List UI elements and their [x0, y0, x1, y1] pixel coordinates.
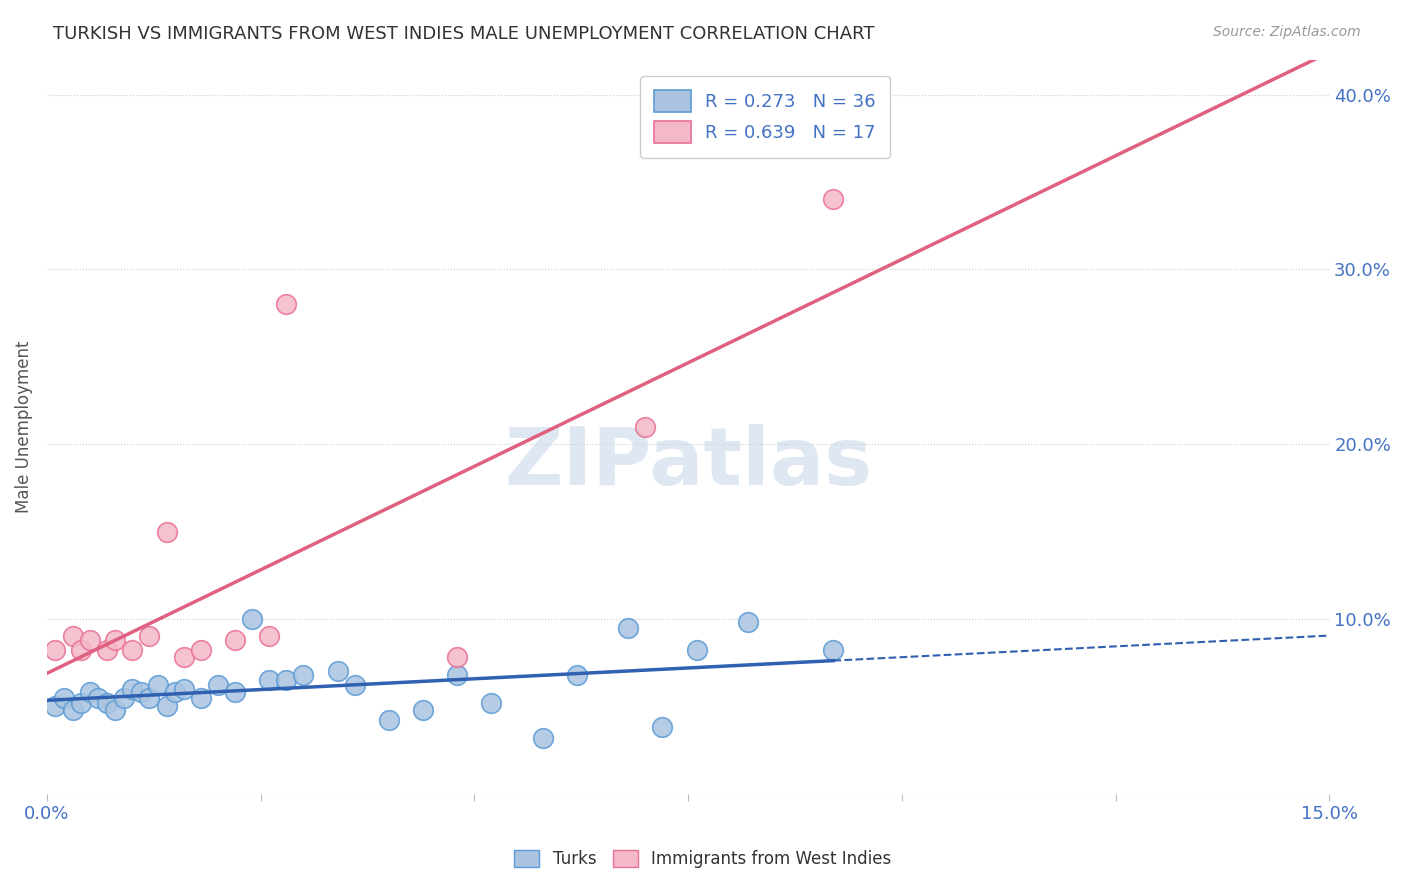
- Legend: Turks, Immigrants from West Indies: Turks, Immigrants from West Indies: [508, 843, 898, 875]
- Point: [112, 690, 135, 705]
- Point: [53, 690, 76, 705]
- Point: [79, 685, 101, 699]
- Point: [173, 650, 195, 665]
- Point: [62, 703, 84, 717]
- Point: [617, 621, 640, 635]
- Point: [240, 612, 263, 626]
- Point: [70, 643, 93, 657]
- Point: [651, 720, 673, 734]
- Point: [737, 615, 759, 630]
- Point: [481, 696, 503, 710]
- Point: [173, 681, 195, 696]
- Legend: R = 0.273   N = 36, R = 0.639   N = 17: R = 0.273 N = 36, R = 0.639 N = 17: [640, 76, 890, 158]
- Point: [190, 643, 212, 657]
- Point: [104, 632, 127, 647]
- Point: [87, 690, 110, 705]
- Point: [224, 685, 246, 699]
- Point: [155, 524, 177, 539]
- Point: [70, 696, 93, 710]
- Y-axis label: Male Unemployment: Male Unemployment: [15, 341, 32, 513]
- Point: [96, 696, 118, 710]
- Point: [146, 678, 169, 692]
- Point: [138, 690, 160, 705]
- Point: [129, 685, 152, 699]
- Point: [823, 193, 845, 207]
- Point: [292, 668, 315, 682]
- Point: [44, 699, 66, 714]
- Point: [326, 665, 349, 679]
- Point: [276, 297, 298, 311]
- Point: [531, 731, 554, 745]
- Point: [96, 643, 118, 657]
- Point: [104, 703, 127, 717]
- Point: [446, 668, 468, 682]
- Point: [412, 703, 434, 717]
- Point: [155, 699, 177, 714]
- Point: [343, 678, 366, 692]
- Point: [224, 632, 246, 647]
- Point: [165, 685, 187, 699]
- Point: [79, 632, 101, 647]
- Point: [207, 678, 229, 692]
- Point: [190, 690, 212, 705]
- Point: [446, 650, 468, 665]
- Point: [823, 643, 845, 657]
- Point: [634, 419, 657, 434]
- Point: [565, 668, 588, 682]
- Text: Source: ZipAtlas.com: Source: ZipAtlas.com: [1213, 25, 1361, 39]
- Point: [276, 673, 298, 687]
- Text: TURKISH VS IMMIGRANTS FROM WEST INDIES MALE UNEMPLOYMENT CORRELATION CHART: TURKISH VS IMMIGRANTS FROM WEST INDIES M…: [53, 25, 875, 43]
- Point: [378, 713, 401, 727]
- Text: ZIPatlas: ZIPatlas: [503, 425, 872, 502]
- Point: [257, 673, 280, 687]
- Point: [121, 643, 143, 657]
- Point: [685, 643, 707, 657]
- Point: [257, 629, 280, 643]
- Point: [121, 681, 143, 696]
- Point: [44, 643, 66, 657]
- Point: [62, 629, 84, 643]
- Point: [138, 629, 160, 643]
